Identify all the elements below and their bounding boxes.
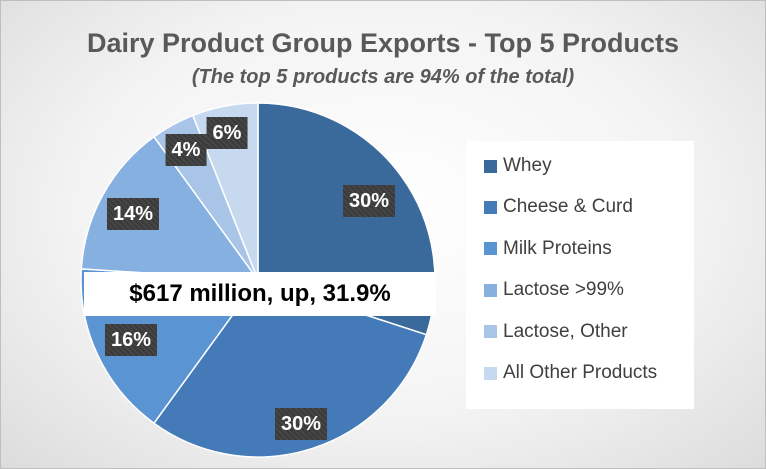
legend-item-whey: Whey [484, 154, 552, 178]
data-label-lactose-99-: 14% [106, 198, 160, 230]
data-label-lactose-other: 4% [165, 134, 207, 166]
legend-swatch [484, 159, 497, 173]
legend-label: Lactose >99% [503, 279, 624, 301]
data-label-cheese-curd: 30% [274, 408, 328, 440]
legend-item-lactose-99-: Lactose >99% [484, 278, 624, 302]
legend-label: Cheese & Curd [503, 196, 633, 218]
legend-label: Whey [503, 155, 552, 176]
legend-label: Lactose, Other [503, 320, 628, 342]
legend-item-lactose-other: Lactose, Other [484, 320, 628, 344]
legend-swatch [484, 283, 497, 297]
chart-title: Dairy Product Group Exports - Top 5 Prod… [86, 28, 680, 58]
legend-swatch [484, 242, 497, 256]
legend-item-cheese-curd: Cheese & Curd [484, 195, 633, 219]
legend-item-all-other-products: All Other Products [484, 361, 657, 385]
legend-label: Milk Proteins [503, 237, 612, 259]
data-label-whey: 30% [342, 185, 396, 217]
legend-item-milk-proteins: Milk Proteins [484, 237, 612, 261]
data-label-milk-proteins: 16% [104, 324, 158, 356]
legend-swatch [484, 325, 497, 339]
data-label-all-other-products: 6% [206, 117, 248, 149]
legend: Whey Cheese & Curd Milk Proteins Lactose >9… [466, 141, 694, 409]
legend-label: All Other Products [503, 362, 658, 383]
total-annotation: $617 million, up, 31.9% [84, 272, 436, 316]
legend-swatch [484, 200, 497, 214]
legend-swatch [484, 366, 497, 380]
chart-subtitle: (The top 5 products are 94% of the total… [191, 66, 575, 88]
pie-slice-lactose-99- [80, 135, 260, 281]
pie-slice-cheese-curd [152, 279, 428, 458]
